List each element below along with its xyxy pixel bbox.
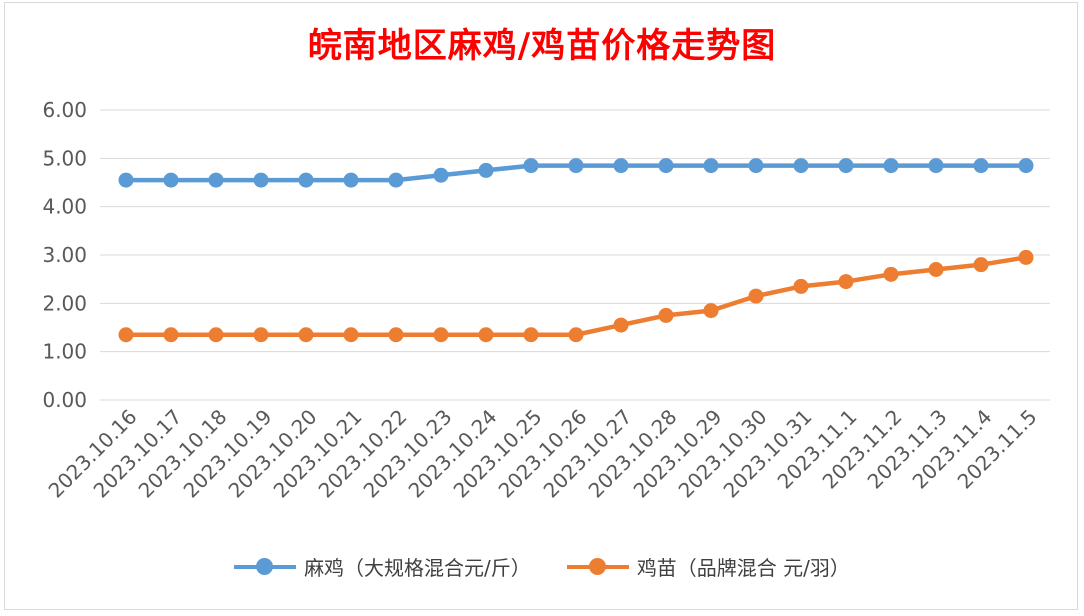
y-tick-label: 1.00 bbox=[42, 340, 87, 364]
data-point-jimiao bbox=[478, 327, 494, 343]
data-point-maji bbox=[253, 172, 269, 188]
legend-dot-jimiao bbox=[588, 557, 606, 575]
y-tick-label: 4.00 bbox=[42, 195, 87, 219]
data-point-jimiao bbox=[1018, 249, 1034, 265]
data-point-maji bbox=[388, 172, 404, 188]
data-point-jimiao bbox=[433, 327, 449, 343]
data-point-jimiao bbox=[838, 274, 854, 290]
chart-frame bbox=[4, 2, 1078, 610]
data-point-jimiao bbox=[118, 327, 134, 343]
data-point-jimiao bbox=[163, 327, 179, 343]
data-point-jimiao bbox=[703, 303, 719, 319]
data-point-jimiao bbox=[658, 307, 674, 323]
legend-item-maji: 麻鸡（大规格混合元/斤） bbox=[234, 552, 531, 581]
legend-dot-maji bbox=[256, 557, 274, 575]
y-tick-label: 2.00 bbox=[42, 291, 87, 315]
data-point-jimiao bbox=[793, 278, 809, 294]
data-point-maji bbox=[163, 172, 179, 188]
legend-item-jimiao: 鸡苗（品牌混合 元/羽） bbox=[566, 552, 850, 581]
y-tick-label: 6.00 bbox=[42, 98, 87, 122]
data-point-maji bbox=[343, 172, 359, 188]
legend-swatch-maji bbox=[234, 557, 297, 577]
data-point-maji bbox=[748, 158, 764, 174]
legend-label-maji: 麻鸡（大规格混合元/斤） bbox=[304, 556, 531, 580]
data-point-maji bbox=[208, 172, 224, 188]
legend: 麻鸡（大规格混合元/斤） 鸡苗（品牌混合 元/羽） bbox=[0, 552, 1084, 581]
data-point-maji bbox=[658, 158, 674, 174]
data-point-maji bbox=[838, 158, 854, 174]
data-point-maji bbox=[703, 158, 719, 174]
data-point-jimiao bbox=[343, 327, 359, 343]
y-tick-label: 5.00 bbox=[42, 146, 87, 170]
data-point-maji bbox=[523, 158, 539, 174]
data-point-maji bbox=[298, 172, 314, 188]
data-point-jimiao bbox=[568, 327, 584, 343]
data-point-jimiao bbox=[928, 262, 944, 277]
data-point-maji bbox=[883, 158, 899, 174]
y-tick-label: 0.00 bbox=[42, 388, 87, 412]
legend-label-jimiao: 鸡苗（品牌混合 元/羽） bbox=[636, 556, 850, 580]
data-point-maji bbox=[478, 162, 494, 178]
data-point-maji bbox=[118, 172, 134, 188]
chart-title: 皖南地区麻鸡/鸡苗价格走势图 bbox=[307, 26, 777, 66]
data-point-jimiao bbox=[523, 327, 539, 343]
data-point-jimiao bbox=[748, 288, 764, 304]
data-point-maji bbox=[973, 158, 989, 174]
data-point-jimiao bbox=[208, 327, 224, 343]
data-point-maji bbox=[433, 167, 449, 183]
data-point-jimiao bbox=[973, 257, 989, 273]
data-point-jimiao bbox=[388, 327, 404, 343]
data-point-jimiao bbox=[613, 317, 629, 333]
data-point-jimiao bbox=[253, 327, 269, 343]
data-point-maji bbox=[793, 158, 809, 174]
legend-swatch-jimiao bbox=[566, 557, 629, 577]
y-tick-label: 3.00 bbox=[42, 243, 87, 267]
data-point-maji bbox=[613, 158, 629, 174]
data-point-maji bbox=[568, 158, 584, 174]
data-point-maji bbox=[1018, 158, 1034, 174]
data-point-jimiao bbox=[298, 327, 314, 343]
data-point-maji bbox=[928, 158, 944, 174]
data-point-jimiao bbox=[883, 266, 899, 282]
